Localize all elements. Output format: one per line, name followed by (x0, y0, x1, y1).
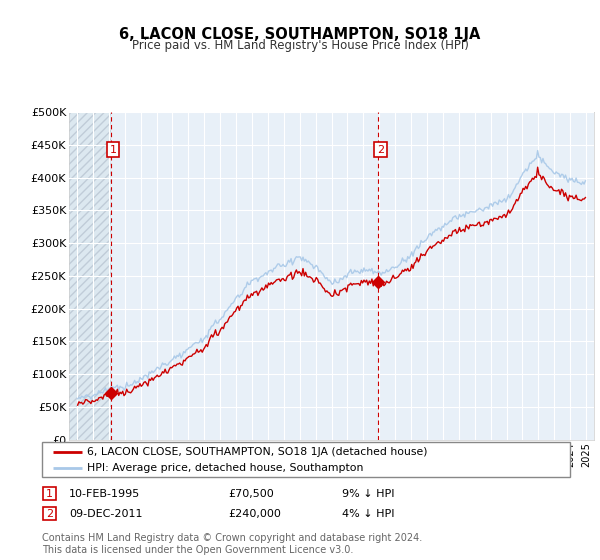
Text: 10-FEB-1995: 10-FEB-1995 (69, 489, 140, 499)
FancyBboxPatch shape (43, 507, 56, 520)
Text: 1: 1 (46, 489, 53, 498)
Text: 6, LACON CLOSE, SOUTHAMPTON, SO18 1JA (detached house): 6, LACON CLOSE, SOUTHAMPTON, SO18 1JA (d… (87, 447, 427, 457)
Bar (69, 112, 110, 440)
Text: Price paid vs. HM Land Registry's House Price Index (HPI): Price paid vs. HM Land Registry's House … (131, 39, 469, 53)
Text: 2: 2 (377, 144, 384, 155)
Text: 9% ↓ HPI: 9% ↓ HPI (342, 489, 395, 499)
Text: 4% ↓ HPI: 4% ↓ HPI (342, 509, 395, 519)
Text: 6, LACON CLOSE, SOUTHAMPTON, SO18 1JA: 6, LACON CLOSE, SOUTHAMPTON, SO18 1JA (119, 27, 481, 42)
Text: 1: 1 (110, 144, 116, 155)
Text: Contains HM Land Registry data © Crown copyright and database right 2024.
This d: Contains HM Land Registry data © Crown c… (42, 533, 422, 555)
Text: 2: 2 (46, 509, 53, 519)
Text: HPI: Average price, detached house, Southampton: HPI: Average price, detached house, Sout… (87, 463, 363, 473)
FancyBboxPatch shape (43, 487, 56, 500)
Text: 09-DEC-2011: 09-DEC-2011 (69, 509, 143, 519)
FancyBboxPatch shape (42, 442, 570, 477)
Text: £240,000: £240,000 (228, 509, 281, 519)
Text: £70,500: £70,500 (228, 489, 274, 499)
